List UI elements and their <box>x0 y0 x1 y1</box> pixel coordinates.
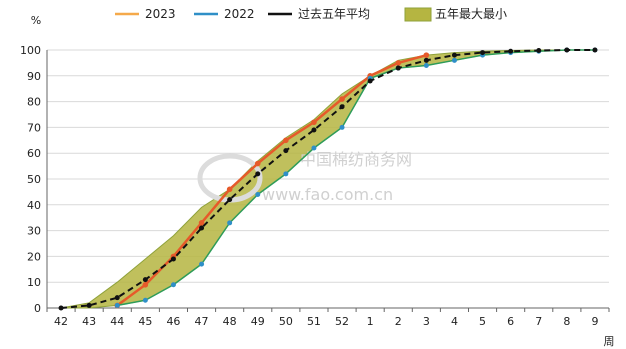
y-tick-label-100: 100 <box>20 44 41 57</box>
series-point-2022 <box>199 261 205 267</box>
series-point-2022 <box>255 191 261 197</box>
series-line-2022 <box>117 49 595 307</box>
x-tick-label-6: 6 <box>507 315 514 328</box>
legend-label-2023: 2023 <box>145 7 176 21</box>
y-axis-unit: % <box>31 14 41 27</box>
y-tick-label-50: 50 <box>27 173 41 186</box>
x-tick-label-42: 42 <box>54 315 68 328</box>
y-tick-label-20: 20 <box>27 250 41 263</box>
series-point-2022 <box>339 124 345 130</box>
x-tick-label-2: 2 <box>395 315 402 328</box>
legend-label-2022: 2022 <box>224 7 255 21</box>
x-tick-label-46: 46 <box>166 315 180 328</box>
series-point-2022 <box>142 297 148 303</box>
series-point-过去五年平均 <box>395 65 401 71</box>
series-point-过去五年平均 <box>480 50 486 56</box>
y-tick-label-0: 0 <box>34 302 41 315</box>
x-tick-label-5: 5 <box>479 315 486 328</box>
series-point-2022 <box>283 171 289 177</box>
series-point-过去五年平均 <box>227 197 233 203</box>
x-tick-label-52: 52 <box>335 315 349 328</box>
series-line-过去五年平均 <box>60 49 595 309</box>
y-tick-label-30: 30 <box>27 225 41 238</box>
x-tick-label-50: 50 <box>279 315 293 328</box>
y-tick-label-90: 90 <box>27 70 41 83</box>
series-point-2023 <box>339 96 345 102</box>
series-point-2023 <box>198 220 205 226</box>
series-point-过去五年平均 <box>255 171 261 177</box>
x-tick-label-51: 51 <box>307 315 321 328</box>
series-point-2023 <box>142 281 149 288</box>
x-tick-label-7: 7 <box>535 315 542 328</box>
series-point-过去五年平均 <box>114 295 120 301</box>
series-point-2022 <box>423 62 429 68</box>
x-tick-label-9: 9 <box>591 315 598 328</box>
y-tick-label-80: 80 <box>27 96 41 109</box>
series-point-2022 <box>114 302 120 308</box>
series-point-过去五年平均 <box>564 47 570 53</box>
watermark-text: 中国棉纺商务网 <box>300 150 412 169</box>
legend: 2023 2022 过去五年平均 五年最大最小 <box>115 7 507 22</box>
series-point-2023 <box>254 160 261 167</box>
x-tick-label-44: 44 <box>110 315 124 328</box>
series-point-2023 <box>226 186 233 193</box>
series-point-过去五年平均 <box>423 57 429 63</box>
series-point-2023 <box>311 119 317 126</box>
series-point-过去五年平均 <box>536 48 542 54</box>
legend-label-过去五年平均: 过去五年平均 <box>298 7 370 21</box>
series-point-过去五年平均 <box>170 256 176 262</box>
series-point-过去五年平均 <box>86 302 92 308</box>
series-point-2023 <box>283 137 289 144</box>
x-tick-label-45: 45 <box>138 315 152 328</box>
series-point-过去五年平均 <box>58 305 64 311</box>
x-axis-unit: 周 <box>604 335 615 348</box>
x-tick-label-48: 48 <box>223 315 237 328</box>
x-tick-label-8: 8 <box>563 315 570 328</box>
x-tick-label-47: 47 <box>195 315 209 328</box>
series-point-过去五年平均 <box>367 78 373 84</box>
series-layer <box>58 47 598 311</box>
x-tick-label-1: 1 <box>367 315 374 328</box>
series-point-2022 <box>227 220 233 226</box>
grid <box>47 49 609 309</box>
series-point-过去五年平均 <box>339 104 345 110</box>
x-tick-label-3: 3 <box>423 315 430 328</box>
series-point-过去五年平均 <box>283 148 289 154</box>
y-tick-label-60: 60 <box>27 147 41 160</box>
series-point-2022 <box>311 145 317 151</box>
series-point-过去五年平均 <box>311 127 317 133</box>
series-point-过去五年平均 <box>592 47 598 53</box>
x-tick-label-49: 49 <box>251 315 265 328</box>
legend-swatch-band <box>404 7 432 22</box>
series-point-2023 <box>423 52 430 58</box>
series-line-2023 <box>116 53 427 307</box>
series-point-2023 <box>395 60 402 66</box>
y-tick-label-40: 40 <box>27 199 41 212</box>
y-tick-label-10: 10 <box>27 276 41 289</box>
series-point-2022 <box>451 57 457 63</box>
watermark-url: www.fao.com.cn <box>262 185 393 204</box>
series-point-过去五年平均 <box>508 48 514 54</box>
x-tick-label-4: 4 <box>451 315 458 328</box>
series-point-过去五年平均 <box>142 277 148 283</box>
series-point-过去五年平均 <box>199 225 205 231</box>
x-tick-label-43: 43 <box>82 315 96 328</box>
y-tick-label-70: 70 <box>27 121 41 134</box>
series-point-2022 <box>170 282 176 288</box>
legend-label-五年最大最小: 五年最大最小 <box>435 7 507 21</box>
series-point-过去五年平均 <box>451 52 457 58</box>
